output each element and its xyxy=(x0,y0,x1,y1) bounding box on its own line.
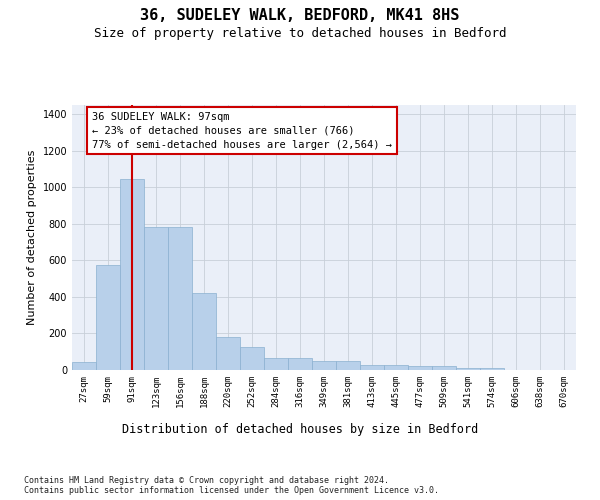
Bar xyxy=(72,362,96,370)
Bar xyxy=(192,292,216,370)
Bar xyxy=(312,362,336,370)
Bar xyxy=(96,266,120,370)
Bar xyxy=(456,368,480,370)
Text: Contains HM Land Registry data © Crown copyright and database right 2024.
Contai: Contains HM Land Registry data © Crown c… xyxy=(24,476,439,495)
Bar xyxy=(216,338,240,370)
Bar xyxy=(120,180,144,370)
Bar xyxy=(408,366,432,370)
Bar xyxy=(144,227,168,370)
Bar xyxy=(264,358,288,370)
Text: 36, SUDELEY WALK, BEDFORD, MK41 8HS: 36, SUDELEY WALK, BEDFORD, MK41 8HS xyxy=(140,8,460,22)
Bar xyxy=(384,365,408,370)
Bar xyxy=(432,366,456,370)
Y-axis label: Number of detached properties: Number of detached properties xyxy=(27,150,37,325)
Text: 36 SUDELEY WALK: 97sqm
← 23% of detached houses are smaller (766)
77% of semi-de: 36 SUDELEY WALK: 97sqm ← 23% of detached… xyxy=(92,112,392,150)
Bar xyxy=(168,227,192,370)
Bar xyxy=(288,358,312,370)
Bar xyxy=(336,362,360,370)
Bar xyxy=(480,368,504,370)
Bar xyxy=(240,346,264,370)
Text: Distribution of detached houses by size in Bedford: Distribution of detached houses by size … xyxy=(122,422,478,436)
Bar xyxy=(360,365,384,370)
Text: Size of property relative to detached houses in Bedford: Size of property relative to detached ho… xyxy=(94,28,506,40)
